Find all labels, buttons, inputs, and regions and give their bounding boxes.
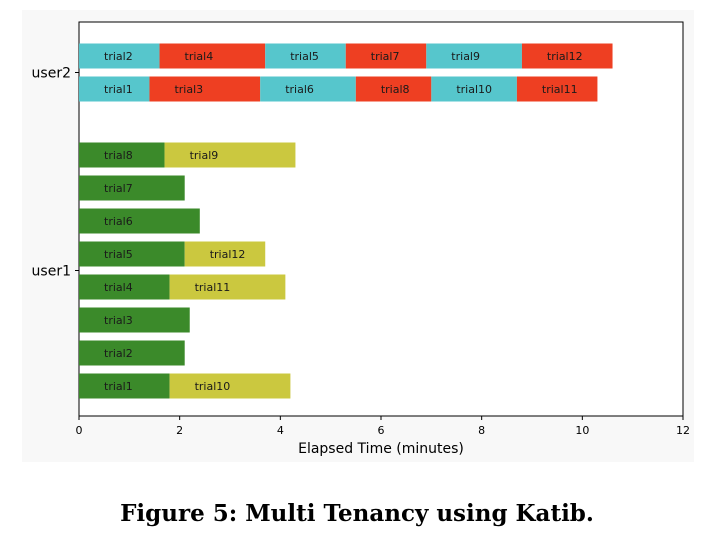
bar-segment <box>79 76 150 102</box>
x-tick-label: 6 <box>378 424 385 437</box>
bar-label: trial9 <box>190 149 219 162</box>
bar-segment <box>265 43 346 69</box>
bar-label: trial11 <box>195 281 231 294</box>
bar-label: trial1 <box>104 380 133 393</box>
bar-segment <box>79 43 160 69</box>
bar-segment <box>355 76 432 102</box>
gantt-chart: trial2 trial4 trial5 trial7 trial9 trial12tri… <box>32 21 690 457</box>
bar-segment <box>149 76 261 102</box>
x-tick-label: 8 <box>478 424 485 437</box>
bar-label: trial6 <box>285 83 314 96</box>
bar-segment <box>345 43 427 69</box>
bar-segment <box>516 76 598 102</box>
bar-label: trial3 <box>104 314 133 327</box>
bar-segment <box>79 373 170 399</box>
x-tick-label: 12 <box>676 424 690 437</box>
bar-label: trial4 <box>185 50 214 63</box>
bar-segment <box>79 142 165 168</box>
bar-label: trial4 <box>104 281 133 294</box>
x-tick-label: 0 <box>76 424 83 437</box>
bar-segment <box>79 208 200 234</box>
bar-segment <box>184 241 266 267</box>
bar-label: trial5 <box>104 248 133 261</box>
bar-label: trial5 <box>290 50 319 63</box>
x-axis-title: Elapsed Time (minutes) <box>298 441 464 457</box>
bar-segment <box>521 43 613 69</box>
bar-segment <box>79 340 185 366</box>
bar-label: trial1 <box>104 83 133 96</box>
bar-segment <box>79 307 190 333</box>
bar-label: trial11 <box>542 83 578 96</box>
y-category-label: user2 <box>32 66 71 82</box>
bar-label: trial7 <box>371 50 400 63</box>
bar-label: trial3 <box>174 83 203 96</box>
bar-label: trial12 <box>547 50 583 63</box>
bar-label: trial12 <box>210 248 246 261</box>
bar-segment <box>260 76 356 102</box>
bar-label: trial6 <box>104 215 133 228</box>
bar-segment <box>169 274 286 300</box>
x-tick-label: 4 <box>277 424 284 437</box>
x-tick-label: 10 <box>575 424 589 437</box>
bar-segment <box>79 274 170 300</box>
x-tick-label: 2 <box>176 424 183 437</box>
bar-segment <box>79 241 185 267</box>
bar-segment <box>169 373 291 399</box>
bar-label: trial10 <box>195 380 231 393</box>
bar-segment <box>431 76 517 102</box>
figure-caption: Figure 5: Multi Tenancy using Katib. <box>120 500 594 527</box>
bar-segment <box>426 43 522 69</box>
bar-segment <box>164 142 296 168</box>
bar-label: trial10 <box>456 83 492 96</box>
bar-label: trial7 <box>104 182 133 195</box>
bar-segment <box>79 175 185 201</box>
bar-label: trial9 <box>451 50 480 63</box>
bar-segment <box>159 43 266 69</box>
bar-label: trial2 <box>104 347 133 360</box>
bar-label: trial8 <box>104 149 133 162</box>
bar-label: trial2 <box>104 50 133 63</box>
bar-label: trial8 <box>381 83 410 96</box>
y-category-label: user1 <box>32 264 71 280</box>
